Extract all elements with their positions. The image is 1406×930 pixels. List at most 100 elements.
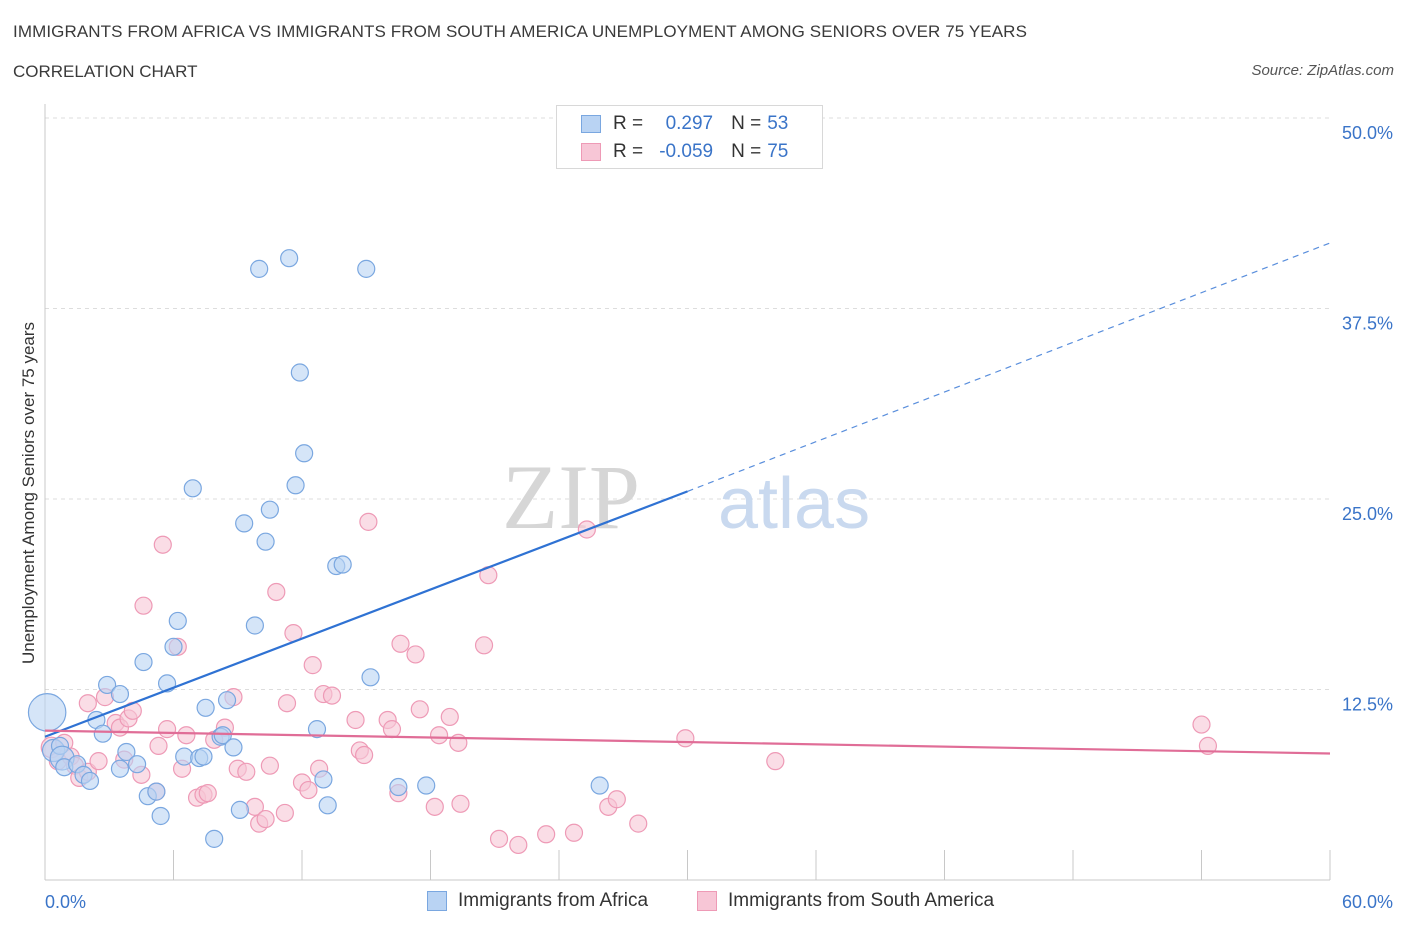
data-point [277, 694, 297, 713]
data-point [194, 747, 213, 766]
data-point [314, 770, 333, 789]
legend-row-south-america: R = -0.059 N = 75 [581, 140, 788, 164]
legend-label-south-america: Immigrants from South America [728, 890, 995, 911]
legend-r-value: -0.059 [659, 141, 714, 162]
data-point [224, 738, 243, 757]
x-tick-label-max: 60.0% [1342, 892, 1393, 912]
data-point [489, 829, 509, 848]
data-point [183, 479, 202, 498]
data-point [267, 582, 286, 602]
data-point [361, 668, 380, 687]
legend-n-label: N = [731, 113, 762, 134]
data-point [80, 771, 100, 791]
watermark-zip: ZIP [502, 446, 640, 548]
legend-swatch-pink [697, 891, 717, 911]
chart-subtitle: CORRELATION CHART [13, 62, 198, 81]
y-axis-label: Unemployment Among Seniors over 75 years [19, 322, 38, 664]
data-point [359, 512, 378, 531]
trend-line-south-america [44, 729, 1331, 755]
legend-n-value: 75 [767, 141, 789, 162]
legend-r-value: 0.297 [665, 113, 714, 134]
data-point [164, 637, 183, 656]
tick-labels: 12.5% 25.0% 37.5% 50.0% 0.0% 60.0% [45, 123, 1393, 912]
data-point [357, 259, 376, 278]
data-point [307, 720, 327, 739]
trend-line-africa [44, 490, 688, 738]
data-point [235, 514, 254, 533]
watermark: ZIP atlas [502, 446, 870, 548]
legend-n-label: N = [731, 141, 762, 162]
data-point [89, 752, 108, 771]
data-point [299, 780, 318, 800]
data-point [260, 500, 279, 519]
data-point [250, 259, 269, 278]
y-tick-label: 37.5% [1342, 314, 1393, 334]
data-point [1198, 736, 1218, 755]
data-point [93, 724, 112, 743]
data-point [134, 596, 153, 615]
data-point [98, 675, 117, 695]
data-point [318, 796, 337, 815]
data-point [256, 809, 275, 829]
data-point [256, 532, 275, 551]
legend-item-south-america[interactable]: Immigrants from South America [697, 890, 994, 912]
chart-title: IMMIGRANTS FROM AFRICA VS IMMIGRANTS FRO… [13, 22, 1028, 41]
data-point [286, 476, 305, 495]
legend-row-africa: R = 0.297 N = 53 [581, 112, 788, 136]
data-point [110, 759, 130, 778]
data-point [127, 755, 147, 774]
data-point [410, 700, 429, 719]
data-point [607, 790, 626, 809]
legend-item-africa[interactable]: Immigrants from Africa [427, 890, 648, 912]
data-point [280, 249, 299, 268]
x-tick-label-min: 0.0% [45, 892, 86, 912]
data-point [290, 363, 309, 382]
legend-r-label: R = [613, 141, 644, 162]
data-point [153, 535, 172, 554]
points-south-america [40, 512, 1218, 855]
data-point [245, 616, 264, 635]
data-point [110, 684, 130, 704]
trend-lines [44, 242, 1331, 755]
legend-swatch-blue [581, 115, 601, 133]
data-point [303, 656, 322, 675]
data-point [27, 693, 67, 732]
series-legend: Immigrants from Africa Immigrants from S… [0, 890, 1406, 916]
data-point [389, 777, 408, 797]
data-point [151, 806, 170, 826]
data-point [168, 611, 187, 631]
data-point [177, 726, 196, 745]
watermark-atlas: atlas [718, 464, 870, 544]
data-point [391, 634, 410, 653]
data-point [237, 762, 256, 781]
data-point [275, 803, 294, 823]
data-point [260, 756, 279, 775]
correlation-legend: R = 0.297 N = 53 R = -0.059 N = 75 [556, 105, 823, 169]
legend-n-value: 53 [767, 113, 789, 134]
data-point [295, 444, 314, 463]
y-tick-label: 50.0% [1342, 123, 1393, 143]
data-point [149, 736, 168, 755]
data-point [196, 698, 215, 717]
trend-line-africa-extrapolated [687, 242, 1331, 492]
data-point [590, 776, 609, 795]
data-point [451, 794, 470, 813]
data-point [333, 555, 352, 574]
data-point [117, 742, 136, 762]
data-point [429, 726, 449, 745]
legend-label-africa: Immigrants from Africa [458, 890, 649, 911]
legend-swatch-pink [581, 143, 601, 161]
legend-swatch-blue [427, 891, 447, 911]
data-point [509, 835, 528, 855]
data-point [406, 645, 425, 664]
grid-lines [45, 117, 1330, 690]
data-point [382, 720, 402, 739]
data-point [157, 720, 177, 739]
data-point [147, 782, 166, 801]
source-label: Source: ZipAtlas.com [1251, 62, 1394, 79]
data-point [676, 729, 695, 748]
data-point [474, 636, 494, 655]
data-point [213, 726, 232, 745]
data-point [134, 652, 153, 672]
